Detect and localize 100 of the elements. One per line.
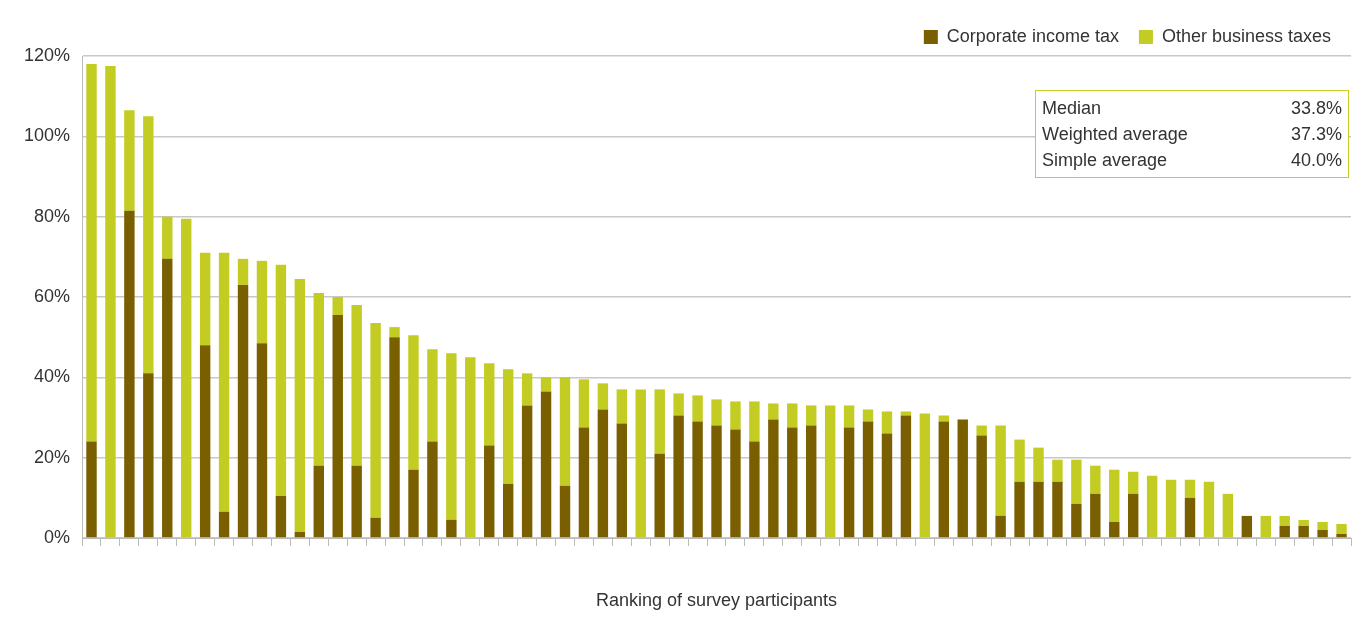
bar: [294, 278, 306, 532]
bar: [332, 315, 343, 538]
bar: [862, 409, 874, 422]
bar: [654, 389, 665, 454]
bar: [1127, 493, 1139, 538]
bar: [162, 216, 173, 259]
bar: [730, 401, 741, 430]
bar: [389, 327, 400, 338]
bar: [446, 519, 457, 538]
bar: [502, 369, 514, 484]
bar: [616, 389, 628, 424]
bar: [484, 445, 495, 538]
bar: [938, 421, 949, 538]
bar: [256, 343, 268, 538]
bar: [124, 110, 135, 211]
bar: [616, 423, 628, 538]
bar: [313, 465, 324, 538]
bar: [1317, 529, 1328, 538]
bar: [1033, 447, 1044, 482]
bar: [351, 305, 362, 466]
bar: [162, 258, 173, 538]
legend-label: Corporate income tax: [946, 25, 1119, 46]
bar: [597, 383, 609, 410]
bar: [730, 429, 741, 538]
bar: [1014, 439, 1025, 482]
bar: [749, 401, 760, 442]
bar: [976, 435, 987, 538]
bar: [1052, 481, 1063, 538]
bar: [218, 511, 230, 538]
bar: [1071, 459, 1082, 504]
bar: [389, 337, 400, 538]
bar: [938, 415, 949, 422]
bar: [1279, 515, 1290, 526]
bar: [484, 363, 495, 446]
bar: [143, 116, 154, 374]
bar: [502, 483, 514, 538]
text: Weighted average 37.3%: [1042, 124, 1342, 144]
bar: [787, 427, 798, 538]
bar: [237, 258, 249, 285]
bar: [1260, 515, 1271, 538]
bar: [332, 297, 343, 316]
bar: [1317, 521, 1328, 530]
bar: [919, 413, 931, 538]
bar: [711, 425, 722, 538]
bar: [1090, 465, 1101, 494]
bar: [521, 373, 533, 406]
bar: [806, 405, 817, 426]
bar: [1336, 523, 1347, 534]
bar: [1014, 481, 1025, 538]
bar: [843, 427, 855, 538]
bar: [1279, 525, 1290, 538]
bar: [995, 425, 1006, 516]
bar: [578, 427, 590, 538]
bar: [1033, 481, 1044, 538]
bar: [427, 441, 438, 538]
bar: [199, 345, 211, 538]
bar: [294, 531, 306, 538]
bar: [465, 357, 476, 538]
y-tick-label: 60%: [34, 285, 71, 306]
bar: [275, 495, 287, 538]
bar: [427, 349, 438, 442]
bar: [635, 389, 646, 538]
bar: [957, 419, 968, 538]
bar: [237, 284, 249, 538]
bar: [313, 292, 324, 466]
y-tick-label: 0%: [44, 526, 71, 547]
bar: [787, 403, 798, 428]
text: Simple average 40.0%: [1042, 150, 1342, 170]
bar: [881, 433, 893, 538]
x-axis-title: Ranking of survey participants: [595, 590, 838, 611]
y-tick-label: 100%: [23, 125, 71, 146]
bar: [143, 373, 154, 538]
bar: [673, 393, 684, 416]
bar: [900, 415, 912, 538]
bar: [711, 399, 722, 426]
bar: [806, 425, 817, 538]
bar: [351, 465, 362, 538]
bar: [1203, 481, 1215, 538]
bar: [370, 517, 381, 538]
bar: [1052, 459, 1063, 482]
y-tick-label: 120%: [23, 44, 71, 65]
bar: [1090, 493, 1101, 538]
bar: [408, 335, 419, 470]
bar: [578, 379, 590, 428]
bar: [768, 403, 779, 420]
bar: [256, 260, 268, 344]
bar: [900, 411, 912, 416]
bar: [1222, 493, 1234, 538]
bar: [199, 252, 211, 346]
bar: [654, 453, 665, 538]
bar: [1298, 519, 1309, 526]
bar: [1241, 515, 1253, 538]
bar: [559, 485, 571, 538]
bar: [275, 264, 287, 496]
bar: [881, 411, 893, 434]
bar: [86, 64, 97, 442]
y-tick-label: 40%: [34, 366, 71, 387]
bar: [1298, 525, 1309, 538]
bar: [597, 409, 609, 538]
bar: [540, 391, 552, 538]
